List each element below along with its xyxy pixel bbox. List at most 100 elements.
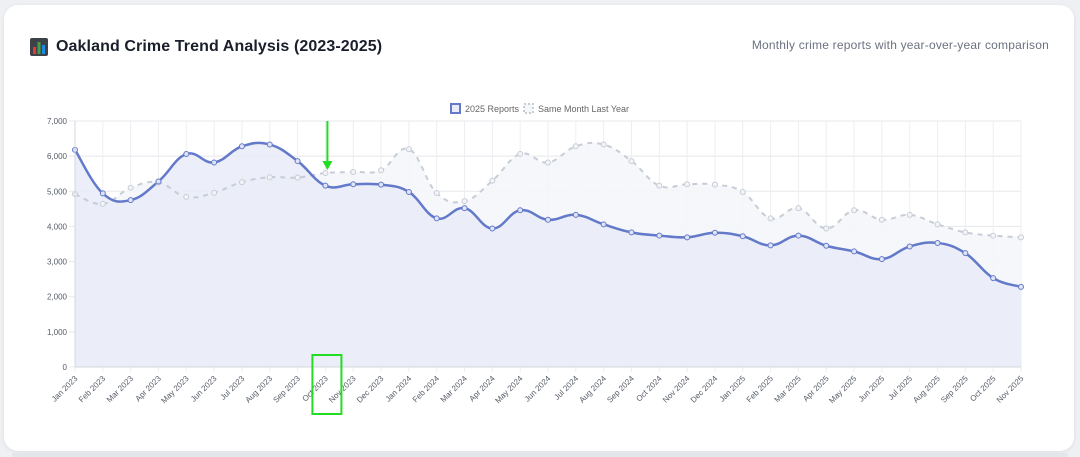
data-point-2025[interactable] (878, 256, 885, 263)
data-point-2025[interactable] (266, 141, 273, 148)
x-tick-label: May 2024 (493, 374, 525, 406)
data-point-last-year[interactable] (711, 181, 718, 188)
data-point-last-year[interactable] (127, 184, 134, 191)
data-point-last-year[interactable] (795, 205, 802, 212)
data-point-last-year[interactable] (211, 189, 218, 196)
legend-swatch-2025[interactable] (450, 103, 461, 114)
y-tick-label: 5,000 (47, 187, 68, 196)
y-tick-label: 1,000 (47, 328, 68, 337)
data-point-2025[interactable] (684, 234, 691, 241)
data-point-2025[interactable] (294, 158, 301, 165)
x-tick-label: Jun 2024 (523, 374, 553, 404)
x-tick-label: Dec 2024 (689, 374, 720, 405)
data-point-2025[interactable] (545, 216, 551, 223)
data-point-last-year[interactable] (378, 167, 385, 174)
bar-chart-icon (30, 38, 48, 56)
data-point-2025[interactable] (127, 197, 134, 204)
data-point-last-year[interactable] (823, 225, 830, 232)
data-point-2025[interactable] (433, 215, 440, 222)
data-point-last-year[interactable] (489, 177, 496, 184)
data-point-2025[interactable] (795, 232, 802, 239)
data-point-last-year[interactable] (656, 182, 663, 189)
x-tick-label: Dec 2023 (355, 374, 386, 405)
x-tick-label: Oct 2025 (968, 374, 998, 404)
x-tick-label: Nov 2024 (661, 374, 692, 405)
legend-label-2025[interactable]: 2025 Reports (465, 104, 520, 114)
data-point-2025[interactable] (322, 182, 329, 189)
data-point-2025[interactable] (378, 181, 385, 188)
data-point-last-year[interactable] (767, 215, 774, 222)
x-tick-label: Jun 2025 (857, 374, 887, 404)
data-point-2025[interactable] (405, 188, 412, 195)
data-point-last-year[interactable] (461, 198, 468, 205)
series-2025-area (75, 142, 1021, 367)
scrollbar-track[interactable] (12, 453, 1068, 457)
data-point-2025[interactable] (183, 151, 190, 158)
x-tick-label: Aug 2025 (911, 374, 942, 405)
header: Oakland Crime Trend Analysis (2023-2025) (30, 38, 382, 56)
x-tick-label: Jun 2023 (189, 374, 219, 404)
data-point-2025[interactable] (238, 143, 245, 150)
legend-label-last-year[interactable]: Same Month Last Year (538, 104, 629, 114)
data-point-last-year[interactable] (572, 143, 579, 150)
data-point-last-year[interactable] (266, 174, 273, 181)
legend-swatch-last-year[interactable] (523, 103, 534, 114)
data-point-2025[interactable] (1018, 283, 1024, 290)
data-point-2025[interactable] (767, 242, 774, 249)
data-point-last-year[interactable] (628, 158, 635, 165)
series-last-year-line (74, 141, 1022, 239)
data-point-last-year[interactable] (238, 179, 245, 186)
data-point-last-year[interactable] (739, 188, 746, 195)
data-point-2025[interactable] (628, 229, 635, 236)
data-point-2025[interactable] (739, 233, 746, 240)
data-point-2025[interactable] (906, 243, 913, 250)
y-tick-label: 6,000 (47, 152, 68, 161)
data-points (72, 141, 1024, 290)
data-point-2025[interactable] (711, 229, 718, 236)
data-point-last-year[interactable] (990, 232, 997, 239)
data-point-2025[interactable] (823, 242, 830, 249)
data-point-2025[interactable] (962, 250, 969, 257)
legend[interactable]: 2025 Reports Same Month Last Year (450, 103, 629, 114)
x-tick-label: Jan 2023 (50, 374, 80, 404)
data-point-2025[interactable] (851, 248, 858, 255)
data-point-last-year[interactable] (684, 181, 691, 188)
data-point-2025[interactable] (155, 178, 162, 185)
data-point-last-year[interactable] (1018, 234, 1024, 241)
data-point-last-year[interactable] (878, 216, 885, 223)
data-point-last-year[interactable] (517, 151, 524, 158)
data-point-last-year[interactable] (934, 221, 941, 228)
data-point-last-year[interactable] (962, 229, 969, 236)
data-point-2025[interactable] (350, 181, 357, 188)
data-point-2025[interactable] (600, 221, 607, 228)
x-tick-label: Jan 2025 (718, 374, 748, 404)
x-tick-label: Feb 2024 (411, 374, 442, 405)
x-tick-label: Jul 2025 (886, 374, 914, 402)
x-tick-label: Sep 2023 (271, 374, 302, 405)
x-tick-label: Aug 2023 (244, 374, 275, 405)
data-point-2025[interactable] (934, 239, 941, 246)
data-point-last-year[interactable] (600, 141, 607, 148)
data-point-2025[interactable] (461, 205, 468, 212)
data-point-last-year[interactable] (183, 193, 190, 200)
data-point-last-year[interactable] (433, 190, 440, 197)
data-point-last-year[interactable] (545, 159, 551, 166)
data-point-2025[interactable] (99, 190, 106, 197)
data-point-2025[interactable] (572, 211, 579, 218)
data-point-last-year[interactable] (99, 200, 106, 207)
data-point-2025[interactable] (211, 159, 218, 166)
x-tick-label: Mar 2023 (105, 374, 136, 405)
x-tick-label: Mar 2025 (773, 374, 804, 405)
data-point-2025[interactable] (990, 275, 997, 282)
x-tick-label: Jul 2023 (219, 374, 247, 402)
data-point-2025[interactable] (656, 232, 663, 239)
data-point-2025[interactable] (517, 207, 524, 214)
data-point-last-year[interactable] (906, 211, 913, 218)
data-point-last-year[interactable] (851, 207, 858, 214)
data-point-last-year[interactable] (294, 174, 301, 181)
data-point-2025[interactable] (489, 225, 496, 232)
data-point-last-year[interactable] (350, 168, 357, 175)
data-point-last-year[interactable] (405, 146, 412, 153)
y-tick-label: 0 (63, 363, 68, 372)
data-point-last-year[interactable] (322, 170, 329, 177)
